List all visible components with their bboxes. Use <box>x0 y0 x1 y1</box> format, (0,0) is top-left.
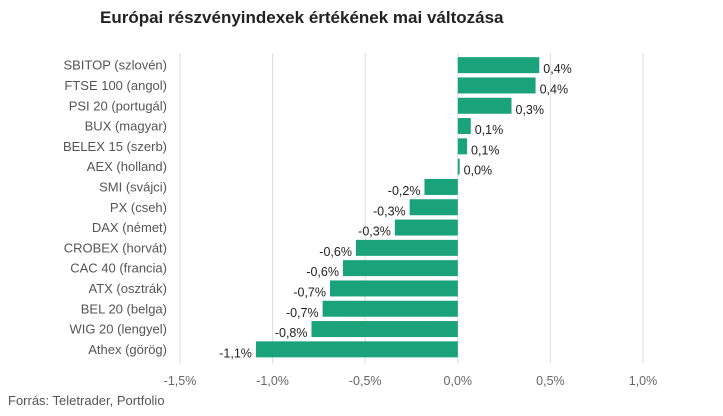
bar <box>457 57 540 74</box>
bar-chart: -1,5% -1,0% -0,5% 0,0% 0,5% 1,0% SBITOP (szlov… <box>63 53 658 388</box>
bar <box>394 219 458 236</box>
data-label: -0,3% <box>358 225 391 239</box>
data-label: -0,6% <box>306 265 339 279</box>
chart-title: Európai részvényindexek értékének mai vá… <box>100 8 504 27</box>
data-label: -0,8% <box>275 326 308 340</box>
data-label: -1,1% <box>219 346 252 360</box>
bar <box>457 158 460 175</box>
data-label: -0,2% <box>388 184 421 198</box>
x-tick-label: 0,5% <box>536 374 565 388</box>
bar <box>322 300 458 317</box>
category-label: WIG 20 (lengyel) <box>69 322 167 337</box>
bar <box>457 97 512 114</box>
data-label: 0,1% <box>471 143 500 157</box>
category-label: AEX (holland) <box>87 159 167 174</box>
x-tick-label: 0,0% <box>444 374 473 388</box>
bar <box>355 239 458 256</box>
bar <box>342 260 458 277</box>
category-label: SMI (svájci) <box>99 179 167 194</box>
data-label: 0,4% <box>540 82 569 96</box>
category-label: SBITOP (szlovén) <box>63 58 167 73</box>
data-label: 0,3% <box>516 103 545 117</box>
category-label: PSI 20 (portugál) <box>69 98 167 113</box>
bar <box>409 199 458 216</box>
data-label: -0,3% <box>373 204 406 218</box>
data-label: 0,0% <box>464 164 493 178</box>
bar <box>255 341 458 358</box>
category-label: CROBEX (horvát) <box>64 240 167 255</box>
category-label: DAX (német) <box>92 220 167 235</box>
source-note: Forrás: Teletrader, Portfolio <box>8 393 165 408</box>
category-label: Athex (görög) <box>88 342 167 357</box>
x-tick-label: -1,5% <box>164 374 197 388</box>
category-label: PX (cseh) <box>110 200 167 215</box>
x-tick-label: 1,0% <box>629 374 658 388</box>
category-label: BELEX 15 (szerb) <box>63 139 167 154</box>
category-label: FTSE 100 (angol) <box>64 78 167 93</box>
category-label: CAC 40 (francia) <box>70 261 167 276</box>
category-label: BUX (magyar) <box>85 119 167 134</box>
x-tick-label: -1,0% <box>256 374 289 388</box>
bar <box>330 280 458 297</box>
data-label: 0,1% <box>475 123 504 137</box>
data-label: -0,6% <box>319 245 352 259</box>
bar <box>424 178 458 195</box>
bar <box>457 138 468 155</box>
x-tick-label: -0,5% <box>349 374 382 388</box>
category-label: BEL 20 (belga) <box>81 301 167 316</box>
bar <box>457 77 536 94</box>
data-label: 0,4% <box>543 62 572 76</box>
data-label: -0,7% <box>293 285 326 299</box>
bar <box>311 321 458 338</box>
data-label: -0,7% <box>286 306 319 320</box>
bar <box>457 118 471 135</box>
category-label: ATX (osztrák) <box>89 281 168 296</box>
